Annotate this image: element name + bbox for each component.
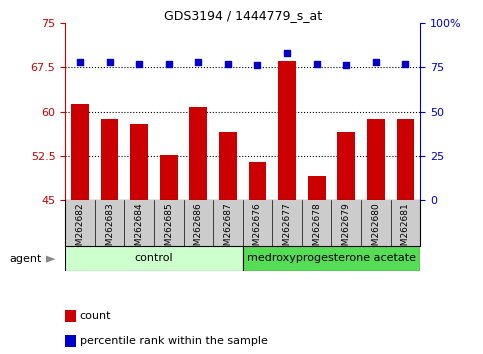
Text: percentile rank within the sample: percentile rank within the sample (80, 336, 268, 346)
Text: GSM262687: GSM262687 (224, 202, 232, 257)
Text: GSM262680: GSM262680 (371, 202, 380, 257)
Text: GSM262677: GSM262677 (283, 202, 292, 257)
Point (165, 61, 172, 67)
Bar (101, 119, 118, 200)
Text: GSM262684: GSM262684 (135, 202, 143, 257)
Text: GSM262681: GSM262681 (401, 202, 410, 257)
Point (313, 61, 321, 67)
Text: GSM262682: GSM262682 (75, 202, 85, 257)
Bar (397, 119, 414, 200)
Bar (130, 125, 148, 200)
Bar (249, 162, 267, 200)
Bar (308, 176, 326, 200)
Bar (189, 107, 207, 200)
Bar (278, 61, 296, 200)
Text: GSM262686: GSM262686 (194, 202, 203, 257)
Text: GSM262685: GSM262685 (164, 202, 173, 257)
Point (283, 50, 291, 56)
Point (254, 63, 261, 68)
Point (401, 61, 409, 67)
Point (342, 63, 350, 68)
Text: count: count (80, 311, 111, 321)
Text: agent: agent (10, 254, 42, 264)
Point (106, 59, 114, 65)
Point (135, 61, 143, 67)
Point (76, 59, 84, 65)
Point (224, 61, 232, 67)
Text: medroxyprogesterone acetate: medroxyprogesterone acetate (247, 253, 416, 263)
Text: GSM262679: GSM262679 (342, 202, 351, 257)
Title: GDS3194 / 1444779_s_at: GDS3194 / 1444779_s_at (164, 9, 322, 22)
Bar (242, 246, 420, 271)
Bar (71, 104, 89, 200)
Text: GSM262676: GSM262676 (253, 202, 262, 257)
Point (195, 59, 202, 65)
Point (372, 59, 380, 65)
Bar (337, 132, 355, 200)
Bar (65, 246, 242, 271)
Bar (219, 132, 237, 200)
Text: GSM262678: GSM262678 (312, 202, 321, 257)
Text: control: control (135, 253, 173, 263)
Text: GSM262683: GSM262683 (105, 202, 114, 257)
Bar (160, 155, 178, 200)
Bar (367, 119, 384, 200)
